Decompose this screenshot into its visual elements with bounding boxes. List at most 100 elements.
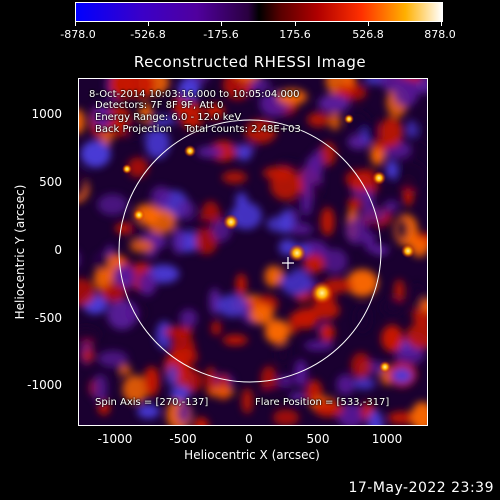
emission-blob <box>129 239 154 253</box>
emission-blob <box>127 157 149 178</box>
emission-blob <box>310 300 340 320</box>
colorbar-tick-mark <box>221 21 222 26</box>
emission-blob <box>169 386 191 401</box>
emission-blob <box>391 368 413 384</box>
emission-blob <box>97 194 128 216</box>
emission-blob <box>381 325 404 352</box>
emission-blob <box>122 375 148 404</box>
time-range-text: 8-Oct-2014 10:03:16.000 to 10:05:04.000 <box>89 89 300 100</box>
emission-blob <box>288 223 314 236</box>
colorbar-tick-label: -175.6 <box>203 28 239 41</box>
generation-timestamp: 17-May-2022 23:39 <box>348 480 494 496</box>
emission-blob <box>80 140 111 168</box>
emission-blob <box>217 294 249 318</box>
emission-blob <box>303 254 325 274</box>
hot-spot <box>122 164 132 174</box>
emission-blob <box>145 208 177 234</box>
emission-blob <box>81 350 95 361</box>
emission-blob <box>222 79 252 100</box>
x-axis-label: Heliocentric X (arcsec) <box>184 448 320 462</box>
emission-blob <box>137 404 160 419</box>
emission-blob <box>138 271 157 296</box>
colorbar-tick-mark <box>148 21 149 26</box>
emission-blob <box>236 145 252 161</box>
emission-blob <box>347 197 362 211</box>
emission-blob <box>411 283 424 312</box>
emission-blob <box>365 119 380 143</box>
emission-blob <box>276 339 291 365</box>
emission-blob <box>304 340 334 351</box>
emission-blob <box>320 323 335 342</box>
emission-blob <box>353 377 376 390</box>
emission-blob <box>386 160 398 180</box>
emission-blob <box>359 207 387 222</box>
emission-blob <box>151 115 176 126</box>
emission-blob <box>363 189 374 212</box>
image-title: Reconstructed RHESSI Image <box>133 53 367 71</box>
emission-blob <box>345 84 367 101</box>
emission-blob <box>276 89 308 105</box>
emission-blob <box>193 417 209 425</box>
colorbar-tick-label: -526.8 <box>130 28 166 41</box>
y-tick-label: 1000 <box>31 107 62 121</box>
hot-spot <box>288 244 306 262</box>
emission-blob <box>411 401 427 425</box>
emission-blob <box>318 94 350 113</box>
emission-blob <box>107 299 137 330</box>
emission-blob <box>264 319 290 344</box>
emission-blob <box>92 103 112 130</box>
emission-blob <box>367 410 384 425</box>
y-tick-label: -1000 <box>27 378 62 392</box>
emission-blob <box>337 403 366 425</box>
hot-spot <box>133 209 145 221</box>
emission-blob <box>320 207 335 236</box>
emission-blob <box>222 334 248 346</box>
emission-blob <box>395 160 427 192</box>
emission-blob <box>294 359 308 388</box>
y-tick-label: 0 <box>54 243 62 257</box>
emission-blob <box>235 192 248 207</box>
emission-blob <box>314 400 344 418</box>
emission-blob <box>110 364 123 379</box>
emission-blob <box>98 399 110 416</box>
emission-blob <box>79 109 85 135</box>
hot-spot <box>310 281 334 305</box>
hot-spot <box>184 145 196 157</box>
x-tick-label: -1000 <box>97 432 133 446</box>
emission-blob <box>143 366 160 397</box>
emission-blob <box>171 226 185 255</box>
emission-blob <box>177 401 191 424</box>
colorbar-tick-mark <box>295 21 296 26</box>
emission-blob <box>175 200 196 220</box>
emission-blob <box>178 79 201 101</box>
emission-blob <box>235 273 247 297</box>
emission-blob <box>310 182 323 199</box>
emission-blob <box>79 167 87 199</box>
emission-blob <box>113 264 136 289</box>
emission-blob <box>291 391 306 403</box>
emission-blob <box>379 79 403 92</box>
emission-blob <box>379 117 403 148</box>
emission-blob <box>171 334 196 362</box>
emission-blob <box>406 120 417 139</box>
emission-blob <box>100 283 126 302</box>
emission-blob <box>205 103 225 120</box>
emission-blob <box>127 116 153 138</box>
emission-blob <box>97 350 128 367</box>
emission-blob <box>209 288 221 315</box>
emission-blob <box>350 352 371 379</box>
y-axis-label: Heliocentric Y (arcsec) <box>13 184 27 320</box>
emission-blob <box>280 209 292 234</box>
emission-blob <box>346 269 378 297</box>
emission-blob <box>366 221 381 235</box>
emission-blob <box>264 265 282 287</box>
emission-blob <box>241 388 253 414</box>
flare-position-text: Flare Position = [533,-317] <box>255 397 390 408</box>
emission-blob <box>349 181 374 192</box>
emission-blob <box>244 119 277 144</box>
emission-blob <box>263 166 294 180</box>
y-tick-label: 500 <box>39 175 62 189</box>
emission-blob <box>210 320 222 336</box>
x-tick-label: 500 <box>306 432 330 446</box>
colorbar-tick-label: 526.8 <box>352 28 384 41</box>
